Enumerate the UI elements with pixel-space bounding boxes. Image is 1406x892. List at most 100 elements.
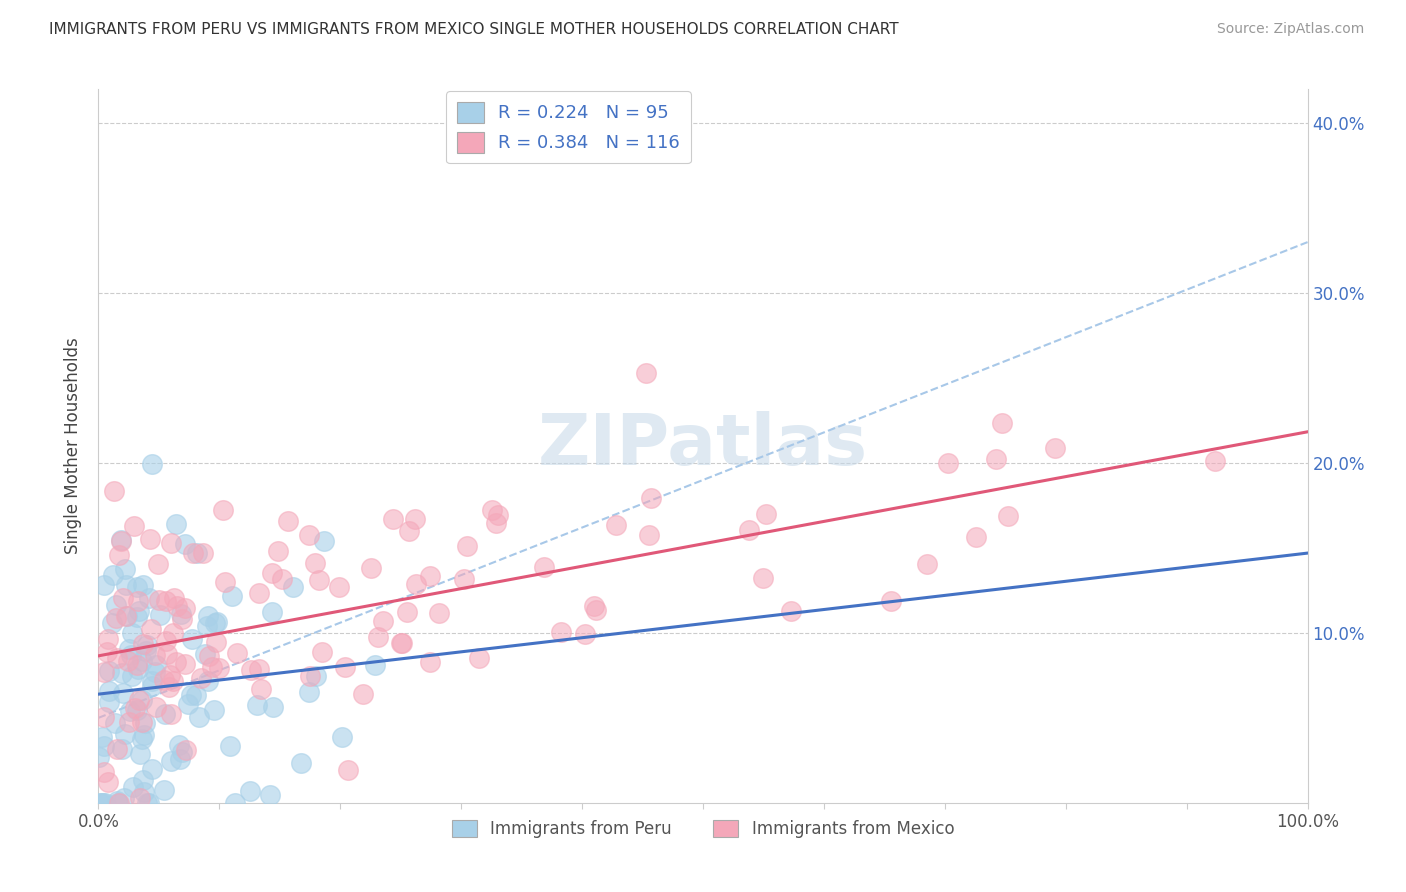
Point	[262, 566, 284, 580]
Point	[93, 710, 115, 724]
Point	[389, 636, 412, 650]
Point	[211, 503, 233, 517]
Point	[330, 730, 353, 744]
Point	[114, 727, 136, 741]
Point	[93, 578, 115, 592]
Point	[112, 686, 135, 700]
Point	[737, 523, 759, 537]
Point	[162, 625, 184, 640]
Point	[118, 715, 141, 730]
Point	[104, 598, 127, 612]
Point	[165, 516, 187, 531]
Point	[174, 742, 197, 756]
Point	[153, 706, 176, 721]
Point	[129, 747, 152, 761]
Point	[574, 627, 596, 641]
Point	[638, 528, 661, 542]
Point	[198, 649, 221, 664]
Point	[225, 646, 247, 660]
Point	[143, 665, 166, 679]
Point	[188, 710, 211, 724]
Point	[752, 571, 775, 585]
Point	[208, 661, 231, 675]
Point	[427, 607, 450, 621]
Point	[180, 688, 202, 702]
Point	[114, 578, 136, 592]
Point	[131, 654, 153, 668]
Point	[488, 508, 510, 523]
Point	[170, 612, 193, 626]
Point	[352, 687, 374, 701]
Point	[89, 796, 111, 810]
Point	[129, 791, 152, 805]
Point	[165, 655, 187, 669]
Point	[121, 668, 143, 682]
Point	[91, 731, 114, 745]
Point	[585, 603, 607, 617]
Point	[990, 416, 1012, 430]
Point	[114, 562, 136, 576]
Point	[122, 519, 145, 533]
Point	[107, 794, 129, 808]
Point	[214, 574, 236, 589]
Point	[780, 604, 803, 618]
Point	[205, 635, 228, 649]
Point	[550, 624, 572, 639]
Point	[180, 632, 202, 646]
Point	[335, 660, 357, 674]
Point	[141, 673, 163, 688]
Point	[131, 714, 153, 729]
Point	[103, 483, 125, 498]
Point	[405, 577, 427, 591]
Point	[139, 533, 162, 547]
Point	[121, 648, 143, 662]
Point	[118, 641, 141, 656]
Point	[104, 715, 127, 730]
Point	[107, 549, 129, 563]
Point	[155, 594, 177, 608]
Point	[311, 645, 333, 659]
Point	[124, 701, 146, 715]
Point	[127, 662, 149, 676]
Point	[605, 518, 627, 533]
Point	[148, 592, 170, 607]
Point	[159, 536, 181, 550]
Point	[97, 695, 120, 709]
Text: Source: ZipAtlas.com: Source: ZipAtlas.com	[1216, 22, 1364, 37]
Point	[132, 772, 155, 787]
Point	[173, 537, 195, 551]
Point	[138, 796, 160, 810]
Point	[117, 654, 139, 668]
Point	[122, 780, 145, 794]
Point	[131, 693, 153, 707]
Point	[298, 685, 321, 699]
Point	[419, 655, 441, 669]
Point	[290, 756, 312, 771]
Point	[108, 796, 131, 810]
Point	[134, 729, 156, 743]
Point	[186, 688, 208, 702]
Point	[456, 539, 478, 553]
Legend: Immigrants from Peru, Immigrants from Mexico: Immigrants from Peru, Immigrants from Me…	[446, 813, 960, 845]
Point	[170, 745, 193, 759]
Point	[1204, 453, 1226, 467]
Point	[141, 679, 163, 693]
Point	[90, 796, 112, 810]
Point	[149, 607, 172, 622]
Point	[186, 546, 208, 560]
Point	[240, 663, 263, 677]
Point	[915, 557, 938, 571]
Point	[141, 762, 163, 776]
Point	[156, 648, 179, 662]
Point	[419, 569, 441, 583]
Text: IMMIGRANTS FROM PERU VS IMMIGRANTS FROM MEXICO SINGLE MOTHER HOUSEHOLDS CORRELAT: IMMIGRANTS FROM PERU VS IMMIGRANTS FROM …	[49, 22, 898, 37]
Point	[148, 557, 170, 571]
Point	[205, 615, 228, 629]
Point	[202, 703, 225, 717]
Point	[167, 738, 190, 752]
Point	[640, 491, 662, 505]
Point	[138, 591, 160, 605]
Point	[204, 616, 226, 631]
Point	[97, 632, 120, 646]
Point	[221, 589, 243, 603]
